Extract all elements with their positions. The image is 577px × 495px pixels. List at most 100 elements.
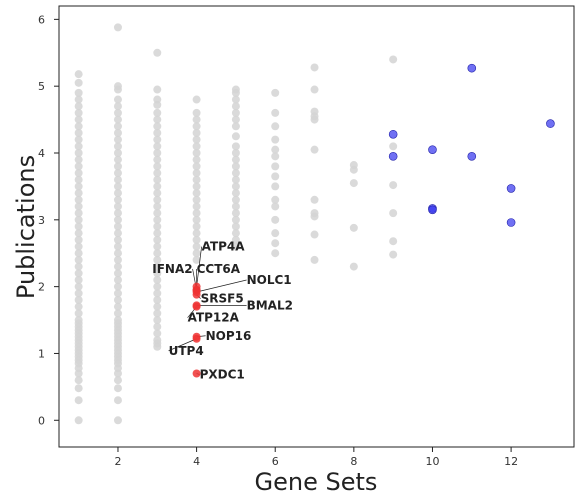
background-point <box>113 209 122 218</box>
background-point <box>74 396 83 405</box>
y-axis-ticks: 0 1 2 3 4 5 6 <box>38 13 59 427</box>
background-point <box>113 122 122 131</box>
x-tick-label: 2 <box>114 455 121 468</box>
background-point <box>113 384 122 393</box>
background-point <box>74 162 83 171</box>
background-point <box>271 195 280 204</box>
top-point <box>388 129 398 139</box>
background-point <box>231 235 240 244</box>
background-point <box>271 249 280 258</box>
background-point <box>74 102 83 111</box>
background-point <box>74 275 83 284</box>
background-point <box>271 172 280 181</box>
plot-frame <box>58 5 575 448</box>
background-point <box>153 85 162 94</box>
y-tick-label: 3 <box>38 214 45 227</box>
background-point <box>74 416 83 425</box>
background-point <box>74 249 83 258</box>
background-point <box>192 249 201 258</box>
top-point <box>506 218 516 227</box>
background-point <box>113 269 122 278</box>
background-point <box>192 149 201 157</box>
background-point <box>153 169 162 178</box>
background-point <box>74 88 83 97</box>
background-points <box>74 23 398 425</box>
top-point <box>428 145 437 154</box>
background-point <box>231 122 240 131</box>
background-point <box>153 316 162 325</box>
background-point <box>113 242 122 251</box>
annotation-label: NOP16 <box>206 329 252 343</box>
x-tick-label: 12 <box>504 455 518 468</box>
annotation-label: ATP4A <box>202 240 246 254</box>
background-point <box>153 122 162 131</box>
background-point <box>113 302 122 311</box>
y-axis-title: Publications <box>12 155 40 299</box>
background-point <box>113 222 122 231</box>
background-point <box>74 175 83 184</box>
background-point <box>192 235 201 244</box>
background-point <box>113 182 122 191</box>
background-point <box>113 195 122 204</box>
background-point <box>113 316 122 325</box>
background-point <box>192 95 201 104</box>
background-point <box>231 115 240 124</box>
background-point <box>153 275 162 284</box>
background-point <box>113 95 122 104</box>
background-point <box>153 182 162 191</box>
background-point <box>113 262 122 271</box>
background-point <box>74 296 83 304</box>
background-point <box>113 416 122 425</box>
background-point <box>153 175 162 184</box>
background-point <box>192 155 201 164</box>
background-point <box>74 195 83 204</box>
background-point <box>231 155 240 164</box>
background-point <box>74 128 83 137</box>
background-point <box>153 115 162 124</box>
background-point <box>153 215 162 224</box>
background-point <box>231 202 240 211</box>
highlighted-point <box>192 302 201 311</box>
background-point <box>192 175 201 184</box>
background-point <box>231 132 240 141</box>
background-point <box>113 189 122 198</box>
background-point <box>271 135 280 144</box>
background-point <box>113 235 122 244</box>
highlighted-point <box>192 334 201 343</box>
background-point <box>74 242 83 251</box>
background-point <box>271 162 280 171</box>
background-point <box>310 195 319 204</box>
background-point <box>74 222 83 231</box>
annotation-label: BMAL2 <box>247 298 293 312</box>
annotation-label: PXDC1 <box>200 368 245 382</box>
background-point <box>153 262 162 271</box>
background-point <box>153 162 162 171</box>
background-point <box>192 242 201 251</box>
background-point <box>192 142 201 151</box>
background-point <box>113 135 122 144</box>
background-point <box>310 230 319 239</box>
background-point <box>74 316 83 325</box>
background-point <box>192 128 201 137</box>
background-point <box>153 189 162 198</box>
top-point <box>506 184 516 193</box>
background-point <box>153 296 162 304</box>
background-point <box>389 209 398 218</box>
background-point <box>113 255 122 264</box>
background-point <box>389 250 398 259</box>
background-point <box>192 108 201 117</box>
background-point <box>192 229 201 238</box>
background-point <box>74 95 83 104</box>
background-point <box>231 222 240 231</box>
background-point <box>113 175 122 184</box>
background-point <box>74 149 83 157</box>
background-point <box>74 122 83 131</box>
background-point <box>113 142 122 151</box>
background-point <box>153 108 162 117</box>
x-axis-title: Gene Sets <box>255 468 378 495</box>
background-point <box>113 275 122 284</box>
background-point <box>113 289 122 298</box>
background-point <box>271 108 280 117</box>
top-point <box>467 152 477 161</box>
background-point <box>192 115 201 124</box>
